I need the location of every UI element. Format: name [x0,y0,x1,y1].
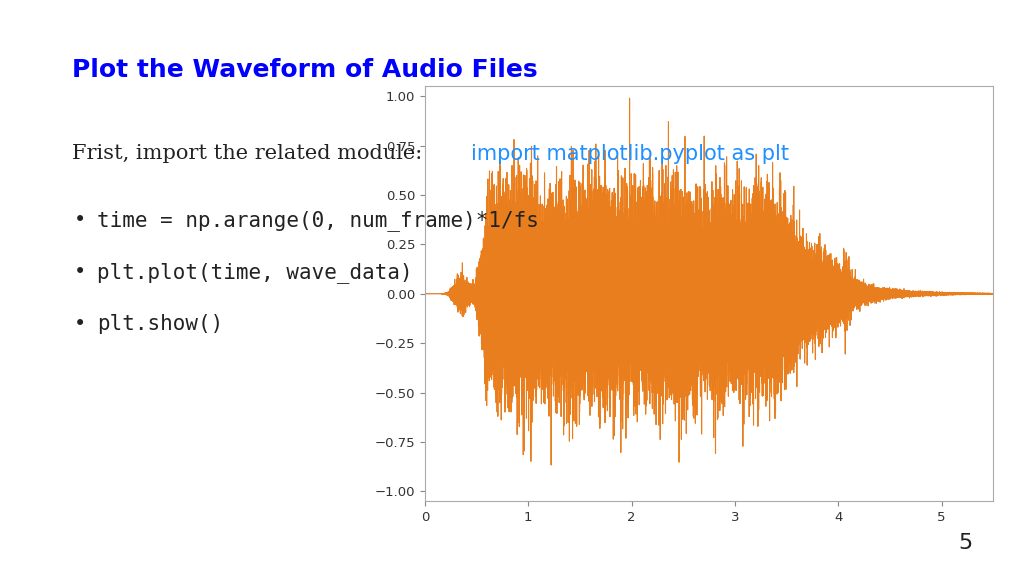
Text: •: • [74,210,86,230]
Text: plt.show(): plt.show() [97,314,223,334]
Text: plt.plot(time, wave_data): plt.plot(time, wave_data) [97,262,413,283]
Text: •: • [74,314,86,334]
Text: import matplotlib.pyplot as plt: import matplotlib.pyplot as plt [471,144,790,164]
Text: time = np.arange(0, num_frame)*1/fs: time = np.arange(0, num_frame)*1/fs [97,210,540,231]
Text: Frist, import the related module:: Frist, import the related module: [72,144,441,163]
Text: 5: 5 [958,533,973,553]
Text: Plot the Waveform of Audio Files: Plot the Waveform of Audio Files [72,58,538,82]
Text: •: • [74,262,86,282]
